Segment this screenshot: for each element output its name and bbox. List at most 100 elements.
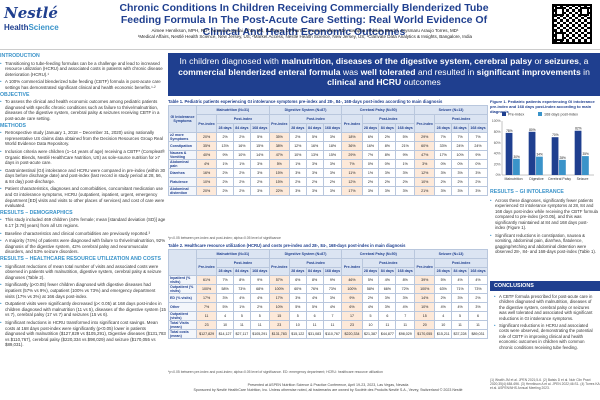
table-cell: 15 (414, 310, 436, 321)
table-cell: 7 (395, 310, 416, 321)
table-cell: 15 (268, 310, 290, 321)
table-cell: 4% (451, 302, 469, 312)
table-subheader: Pre-index (268, 114, 290, 133)
table-cell: 73% (322, 284, 343, 295)
table-cell: 68% (249, 284, 270, 295)
table-cell: 4% (395, 302, 416, 312)
gi-results-bullet: Across these diagnoses, significantly fe… (490, 198, 598, 231)
table-cell: 10% (451, 150, 469, 160)
table-group-header: Seizure (N=13) (414, 105, 488, 115)
table-cell: 5% (249, 132, 270, 142)
qr-code-icon[interactable] (552, 4, 592, 44)
table-cell: 11% (341, 168, 363, 178)
table-cell: 2% (216, 186, 234, 196)
table-group-header: Cerebral Palsy (N=50) (341, 105, 416, 115)
bar-data-label: 78% (506, 129, 513, 133)
table-cell: 60% (288, 284, 307, 295)
figure-1: Figure 1. Pediatric patients experiencin… (490, 99, 598, 189)
table-cell: 3% (434, 168, 453, 178)
table-cell: 3% (467, 186, 489, 196)
banner-text: and resulted in (415, 66, 477, 77)
table-cell: 12% (414, 168, 436, 178)
table-row: Other 7% 5% 1% 2% 10% 5% 5% 4% 6% 4% 3% 4% 10% 4% 4% 3% (168, 302, 489, 312)
table-cell: 0% (378, 159, 397, 169)
table-day-header: 28 days (288, 266, 307, 277)
table-cell: 2% (232, 186, 251, 196)
table-cell: 3% (249, 186, 270, 196)
table-cell: 33% (434, 141, 453, 151)
table-cell: 9% (249, 275, 270, 286)
table-cell: 9% (395, 150, 416, 160)
section-heading-hcru: RESULTS – HEALTHCARE RESOURCE UTILIZATIO… (0, 256, 161, 262)
footer-presented: Presented at ASPEN Nutrition Science & P… (247, 383, 409, 387)
table-row: Flatulence 10% 2% 2% 2% 15% 2% 2% 2% 12% 2% 2% 2% 10%… (168, 177, 489, 187)
table-cell: 17% (195, 293, 218, 304)
hcru-costs-table: Malnutrition (N=31) Digestive System (N=8… (168, 248, 489, 339)
table-subheader: Post-index (361, 257, 416, 268)
results-gi-intolerance: RESULTS – GI INTOLERANCE Across these di… (490, 189, 598, 257)
table-cell: 3% (395, 168, 416, 178)
table-cell: 8% (378, 141, 397, 151)
table-cell: 3% (322, 168, 343, 178)
table-cell: 9% (216, 150, 234, 160)
table-cell: 3% (322, 293, 343, 304)
section-heading-introduction: INTRODUCTION (0, 53, 40, 59)
poster-footer: Presented at ASPEN Nutrition Science & P… (168, 383, 488, 392)
table-cell: 9% (322, 275, 343, 286)
table-cell: 4% (305, 293, 324, 304)
table-row-label: Inpatient (% visits) (168, 275, 197, 286)
banner-bold: clinical and HCRU (327, 77, 402, 87)
table-cell: 35% (268, 132, 290, 142)
poster-authors: Aimee Henrikson, MPH, RD¹, Amarsinh Desa… (70, 28, 540, 39)
table-cell: $37,228 (451, 328, 469, 339)
methods-bullet: Inclusion criteria were children (1–14 y… (0, 149, 166, 166)
table-cell: 7% (195, 302, 218, 312)
bar-data-label: 80% (529, 128, 536, 132)
banner-bold: well tolerated (360, 66, 416, 77)
table-cell: 4% (467, 275, 489, 286)
table-cell: 2% (378, 132, 397, 142)
table-cell: 20 (414, 319, 436, 330)
table-day-header: 84 days (451, 266, 469, 277)
table-cell: 5% (268, 159, 290, 169)
table-group-header: Cerebral Palsy (N=50) (341, 249, 416, 259)
table-cell: 10 (216, 319, 234, 330)
table-cell: 100% (268, 284, 290, 295)
table-row-label: Outpatient (visits) (168, 310, 197, 321)
table-cell: $220,334 (341, 328, 363, 339)
table-cell: 3% (434, 186, 453, 196)
table-day-header: 28 days (288, 123, 307, 133)
left-column: INTRODUCTION Transitioning to tube-feedi… (0, 52, 166, 392)
table-cell: 13% (305, 150, 324, 160)
table-cell: 0% (434, 159, 453, 169)
table-cell: 5 (249, 310, 270, 321)
table-cell: 73% (467, 284, 489, 295)
table-row: Outpatient (% visits) 100% 58% 73% 68% 100% 60… (168, 284, 489, 295)
table-cell: 4% (232, 293, 251, 304)
table-subheader: Pre-index (414, 257, 436, 277)
table-cell: 3% (361, 186, 380, 196)
gi-intolerance-bar-chart: Pre-index 168 days post-index 0% 20% 40% 60% 8… (492, 112, 594, 181)
table-cell: 4% (361, 302, 380, 312)
table-cell: 2% (361, 293, 380, 304)
table-day-header: 28 days (361, 266, 380, 277)
table-cell: 4 (216, 310, 234, 321)
table-day-header: 168 days (322, 123, 343, 133)
table-cell: $27,117 (232, 328, 251, 339)
table-row-label: Total costs (mean) (168, 328, 197, 339)
table-cell: 72% (395, 284, 416, 295)
methods-bullet: Patient characteristics, diagnoses and c… (0, 186, 166, 208)
table-cell: 1% (232, 159, 251, 169)
references: (1) Wraith JM et al. JPEN 2021;5-6. (2) … (490, 378, 600, 390)
table-cell: 6% (341, 302, 363, 312)
table-cell: 2% (305, 177, 324, 187)
conclusions-box: CONCLUSIONS A CBTF formula prescribed fo… (490, 281, 600, 393)
y-tick-label: 40% (494, 152, 501, 156)
table-cell: 1% (395, 159, 416, 169)
table-cell: 3% (249, 159, 270, 169)
table-cell: 60% (414, 141, 436, 151)
table-cell: 76% (305, 284, 324, 295)
banner-text: outcomes (401, 77, 441, 87)
table-cell: 57% (268, 275, 290, 286)
table-day-header: 168 days (467, 123, 489, 133)
